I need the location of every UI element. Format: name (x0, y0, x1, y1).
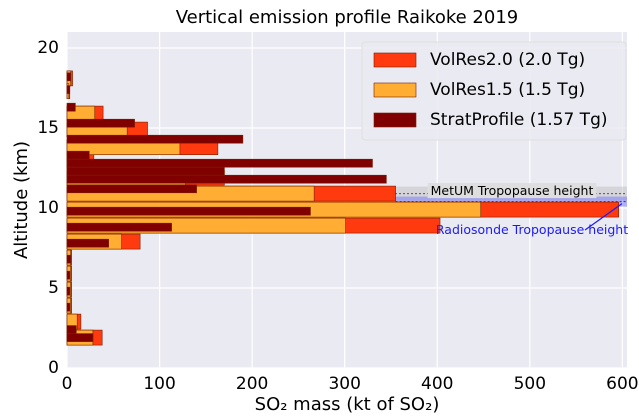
x-tick-label: 0 (62, 374, 73, 394)
annotation: MetUM Tropopause height (431, 183, 594, 198)
bar (66, 72, 72, 82)
legend-box (361, 41, 627, 141)
bar (66, 118, 135, 128)
bar (66, 85, 71, 94)
annotation: Radiosonde Tropopause height (436, 222, 628, 237)
x-tick-label: 100 (143, 374, 175, 394)
y-axis-label: Altitude (km) (11, 141, 32, 259)
bar (66, 134, 244, 144)
annotation-arrow (584, 203, 623, 231)
bar (66, 150, 90, 160)
bar (66, 302, 71, 312)
legend-swatch (373, 112, 417, 128)
bar (66, 206, 311, 216)
y-tick-label: 20 (37, 38, 59, 58)
bar (66, 238, 109, 248)
x-tick-label: 600 (606, 374, 638, 394)
bar (66, 102, 76, 112)
legend-label: StratProfile (1.57 Tg) (430, 110, 608, 130)
legend-swatch (373, 52, 417, 68)
bar (66, 270, 71, 280)
x-tick-label: 200 (236, 374, 268, 394)
y-tick-label: 10 (37, 198, 59, 218)
bar (66, 325, 77, 334)
legend-swatch (373, 82, 417, 98)
bar (66, 254, 72, 264)
bar (66, 158, 373, 168)
x-tick-label: 300 (328, 374, 360, 394)
bar (66, 222, 172, 232)
x-axis-label: SO₂ mass (kt of SO₂) (255, 394, 440, 415)
bar (66, 166, 225, 176)
y-tick-label: 15 (37, 118, 59, 138)
bar (66, 333, 94, 342)
bar (66, 174, 387, 184)
y-tick-label: 5 (48, 278, 59, 298)
tropopause-band (395, 196, 627, 207)
bar (66, 286, 71, 296)
annotation-bg (427, 183, 597, 199)
chart-title: Vertical emission profile Raikoke 2019 (176, 7, 519, 28)
bar (66, 184, 197, 194)
legend-label: VolRes2.0 (2.0 Tg) (430, 50, 585, 70)
x-tick-label: 400 (421, 374, 453, 394)
legend-label: VolRes1.5 (1.5 Tg) (430, 80, 585, 100)
y-tick-label: 0 (48, 358, 59, 378)
x-tick-label: 500 (514, 374, 546, 394)
